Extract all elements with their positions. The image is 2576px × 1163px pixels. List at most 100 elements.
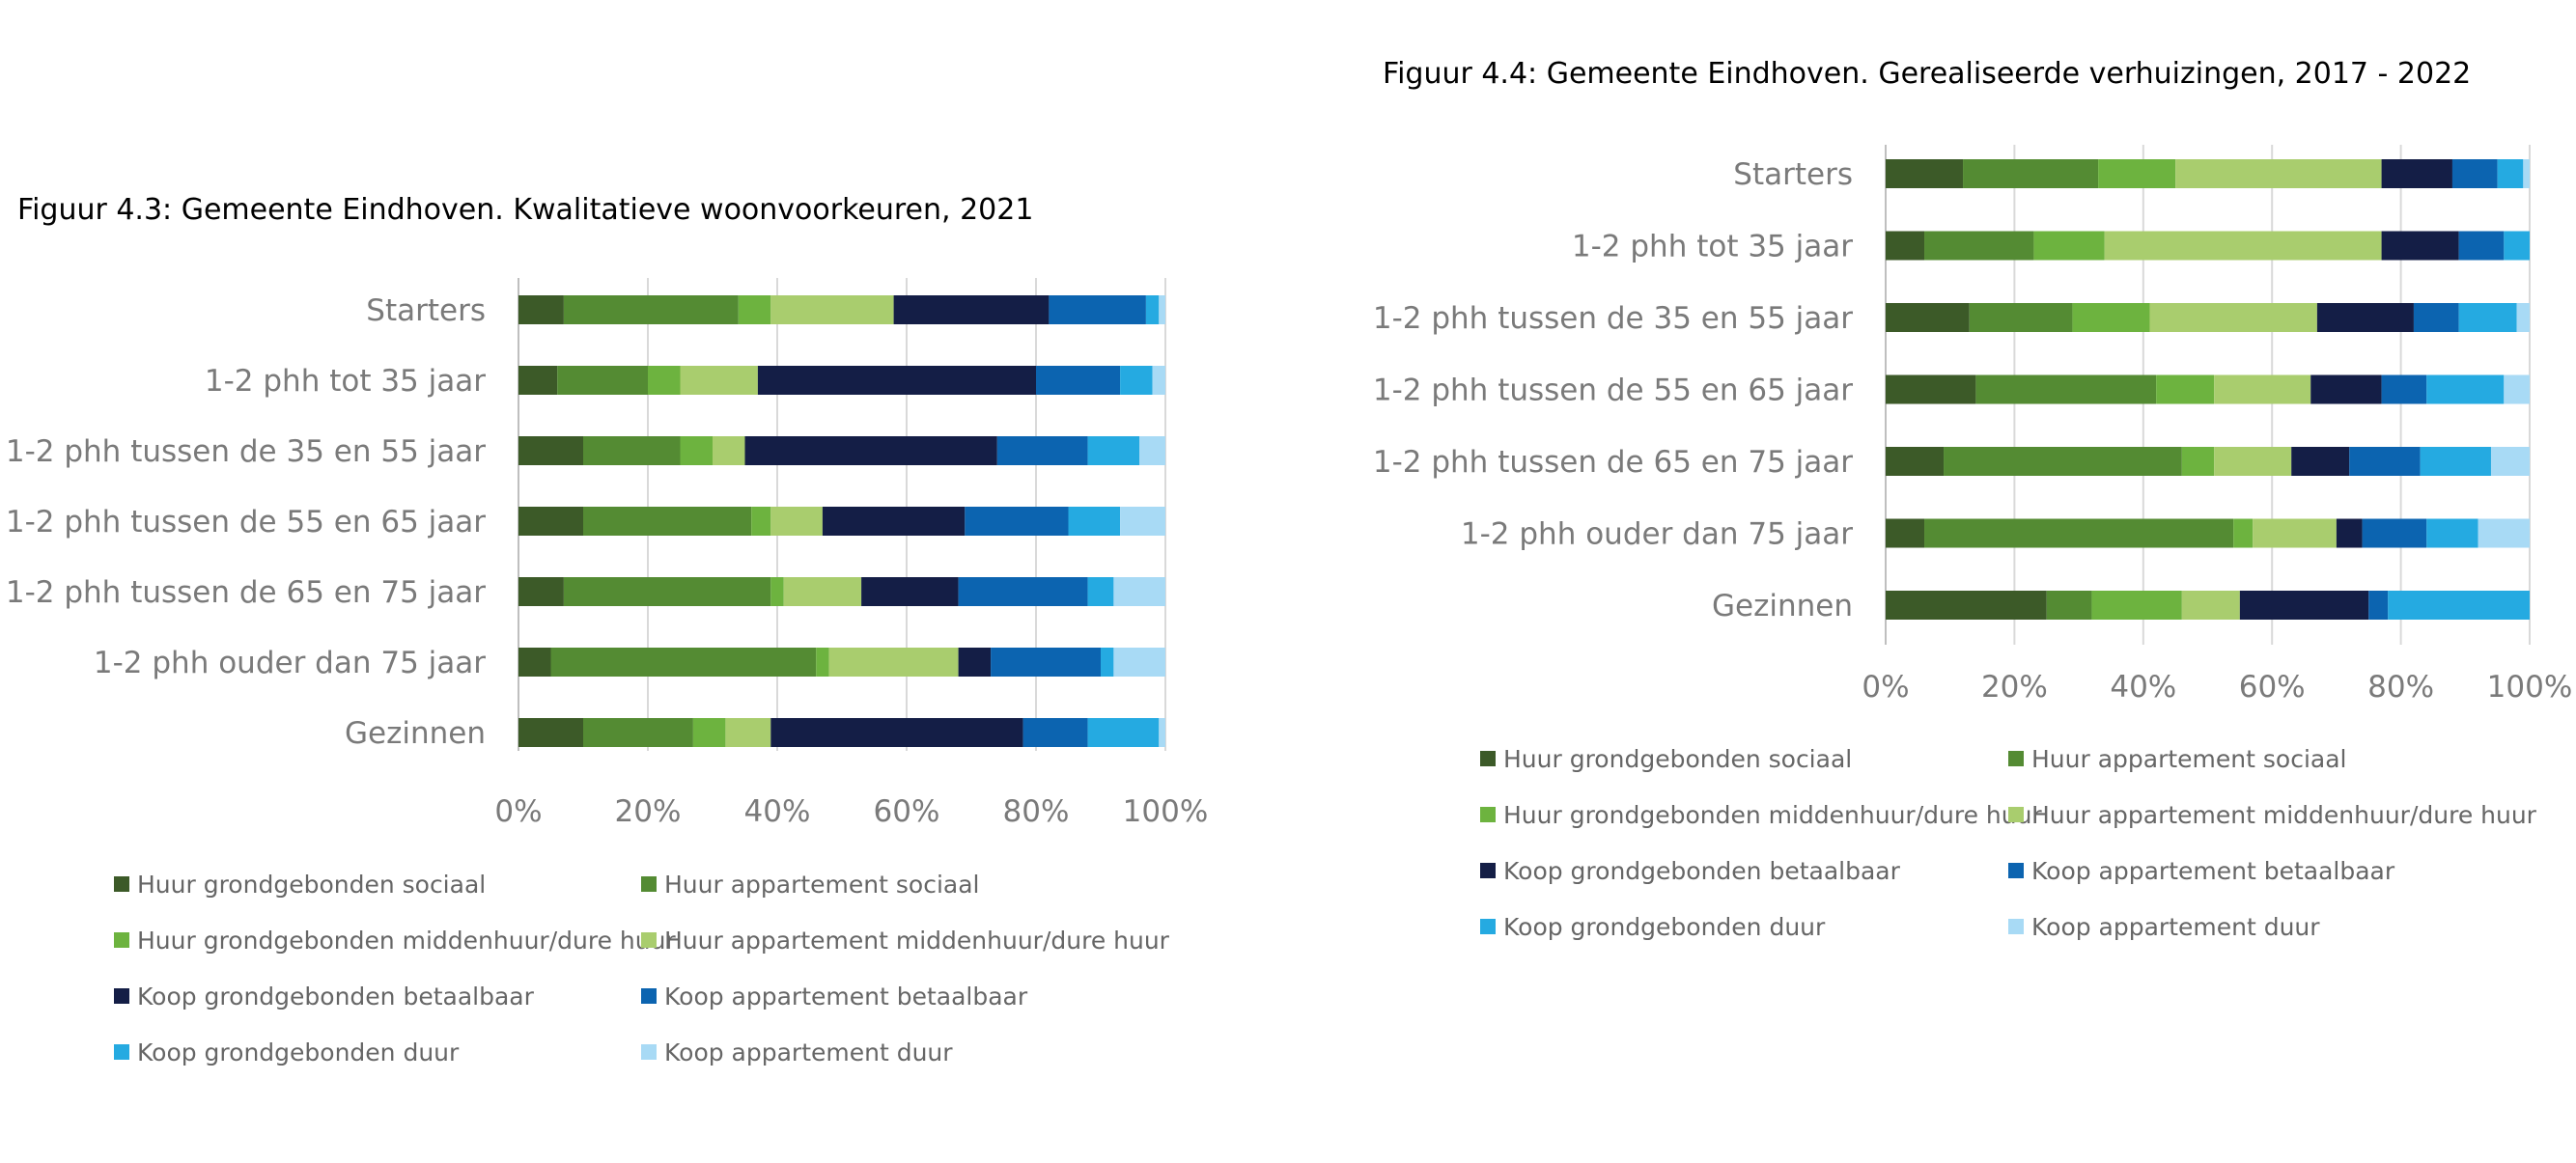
chart-2-bar-segment [1886, 518, 1925, 548]
chart-1-bar-segment [1022, 718, 1088, 747]
chart-2-bar-segment [1944, 447, 2182, 476]
chart-1-bar-segment [1049, 295, 1146, 324]
chart-1-category-label: Gezinnen [345, 716, 486, 751]
chart-2-bar-segment [1886, 159, 1964, 188]
chart-1-bar-segment [757, 366, 1036, 395]
chart-2-legend-swatch [2008, 807, 2024, 822]
chart-1-bar-segment [1120, 366, 1153, 395]
chart-1-bar-segment [518, 295, 564, 324]
chart-1-legend-label: Huur appartement middenhuur/dure huur [664, 927, 1170, 955]
chart-2-legend-label: Huur grondgebonden middenhuur/dure huur [1503, 801, 2042, 829]
chart-1-category-label: 1-2 phh ouder dan 75 jaar [94, 646, 486, 680]
chart-2-bar-segment [2156, 374, 2215, 404]
chart-2-bar-segment [2310, 374, 2382, 404]
chart-2-legend-swatch [1480, 919, 1496, 934]
chart-1-bar-segment [1113, 577, 1165, 606]
chart-2-legend-label: Koop grondgebonden duur [1503, 913, 1826, 941]
chart-1-bar-segment [583, 718, 693, 747]
chart-1-legend-swatch [114, 988, 129, 1004]
chart-1-bar-segment [1101, 648, 1114, 677]
chart-2-legend-swatch [2008, 919, 2024, 934]
chart-1-bar-segment [550, 648, 817, 677]
chart-1-legend-label: Koop grondgebonden betaalbaar [137, 983, 535, 1011]
chart-1-bar-segment [518, 366, 558, 395]
chart-2-bar-segment [2104, 231, 2382, 261]
chart-2-bar-segment [1886, 447, 1945, 476]
chart-1-category-label: 1-2 phh tussen de 55 en 65 jaar [6, 505, 486, 540]
chart-1-bar-segment [1139, 436, 1165, 465]
chart-2-bar-segment [2516, 303, 2530, 332]
chart-1-legend-label: Huur appartement sociaal [664, 871, 979, 899]
chart-2-bar-segment [1886, 374, 1976, 404]
chart-2-bar-segment [2214, 374, 2311, 404]
chart-1-bar-segment [828, 648, 959, 677]
chart-1-bar-segment [958, 577, 1088, 606]
chart-2-legend-label: Huur appartement middenhuur/dure huur [2031, 801, 2537, 829]
chart-2-legend-label: Koop appartement betaalbaar [2031, 857, 2395, 885]
chart-1-bar-segment [783, 577, 862, 606]
chart-2-bar-segment [2388, 591, 2530, 620]
chart-2-bar-segment [2175, 159, 2382, 188]
chart-2-bar-segment [2239, 591, 2369, 620]
chart-1-bar-segment [958, 648, 992, 677]
chart-1-bar-segment [583, 436, 681, 465]
chart-2-category-label: 1-2 phh ouder dan 75 jaar [1461, 517, 1853, 552]
chart-2-bar-segment [2490, 447, 2530, 476]
chart-2-category-label: Gezinnen [1712, 589, 1853, 623]
chart-2-bar-segment [1963, 159, 2099, 188]
chart-2-x-tick-label: 0% [1862, 670, 1909, 705]
chart-2-legend-swatch [1480, 751, 1496, 766]
chart-1-bar-segment [1087, 577, 1114, 606]
chart-2-legend-label: Koop appartement duur [2031, 913, 2320, 941]
chart-2-x-tick-label: 80% [2367, 670, 2434, 705]
chart-2-bar-segment [2523, 159, 2530, 188]
chart-2-title: Figuur 4.4: Gemeente Eindhoven. Gerealis… [1383, 57, 2472, 91]
chart-1-bar-segment [893, 295, 1050, 324]
chart-1-bar-segment [751, 507, 771, 536]
chart-1-legend-label: Huur grondgebonden sociaal [137, 871, 486, 899]
chart-1-bar-segment [1152, 366, 1165, 395]
chart-1-bar-segment [738, 295, 771, 324]
chart-1-bar-segment [557, 366, 648, 395]
chart-1-bar-segment [1087, 718, 1160, 747]
chart-1-category-label: 1-2 phh tot 35 jaar [205, 364, 486, 399]
chart-2-category-label: Starters [1733, 157, 1853, 192]
chart-1-bar-segment [648, 366, 681, 395]
chart-1-bar-segment [770, 718, 1023, 747]
chart-1-legend-swatch [641, 1044, 657, 1060]
chart-2-bar-segment [2504, 374, 2530, 404]
chart-2-bar-segment [2072, 303, 2150, 332]
chart-2-bar-segment [2381, 159, 2452, 188]
chart-2-bar-segment [1924, 518, 2234, 548]
chart-2-bar-segment [1975, 374, 2157, 404]
chart-1-bar-segment [770, 577, 784, 606]
chart-2-legend-label: Huur appartement sociaal [2031, 745, 2346, 773]
chart-1-bar-segment [563, 577, 771, 606]
chart-2-bar-segment [2181, 447, 2215, 476]
chart-1-bar-segment [518, 648, 551, 677]
chart-2-bar-segment [2413, 303, 2459, 332]
chart-2-bar-segment [2458, 303, 2517, 332]
chart-2-bar-segment [2478, 518, 2530, 548]
chart-1-bar-segment [770, 295, 894, 324]
chart-2-bar-segment [2381, 231, 2459, 261]
chart-1-legend-label: Koop appartement betaalbaar [664, 983, 1028, 1011]
chart-1-bar-segment [713, 436, 745, 465]
chart-2-x-tick-label: 40% [2110, 670, 2176, 705]
chart-1-category-label: Starters [366, 293, 486, 328]
chart-2-bar-segment [2214, 447, 2292, 476]
chart-1-title: Figuur 4.3: Gemeente Eindhoven. Kwalitat… [17, 193, 1034, 227]
chart-2-category-label: 1-2 phh tussen de 65 en 75 jaar [1373, 445, 1853, 480]
chart-2-bar-segment [2233, 518, 2254, 548]
chart-1-bar-segment [563, 295, 739, 324]
chart-1-legend-label: Koop appartement duur [664, 1038, 953, 1066]
chart-2-x-tick-label: 100% [2487, 670, 2573, 705]
chart-2-bar-segment [1969, 303, 2073, 332]
chart-2-bar-segment [2316, 303, 2414, 332]
chart-2-bar-segment [2368, 591, 2389, 620]
chart-1-x-tick-label: 40% [744, 794, 811, 829]
chart-2-bar-segment [2497, 159, 2524, 188]
chart-2-bar-segment [2504, 231, 2530, 261]
chart-1-bar-segment [1120, 507, 1165, 536]
chart-1-bar-segment [725, 718, 771, 747]
